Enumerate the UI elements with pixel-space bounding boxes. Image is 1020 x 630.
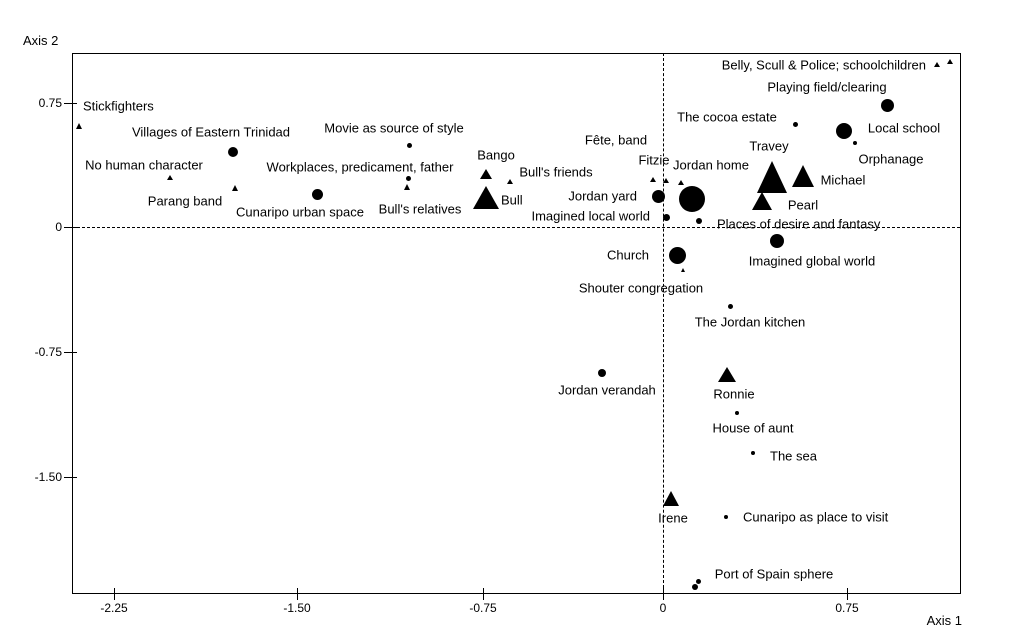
- point-label-orphanage: Orphanage: [858, 151, 924, 167]
- circle-marker-movie-as-source-of-style: [406, 142, 412, 148]
- point-label-imagined-global-world: Imagined global world: [748, 253, 876, 269]
- point-label-bull: Bull: [501, 192, 523, 208]
- y-axis-tick-label: -1.50: [34, 470, 62, 484]
- y-zero-reference-line: [72, 227, 960, 228]
- y-axis-tick: [64, 477, 77, 478]
- triangle-marker-point: [678, 179, 684, 185]
- point-label-no-human-character: No human character: [85, 157, 203, 173]
- point-label-parang-band: Parang band: [147, 193, 223, 209]
- triangle-marker-fitzie: [663, 177, 669, 183]
- y-axis-tick: [64, 103, 77, 104]
- point-label-bull-s-relatives: Bull's relatives: [378, 201, 462, 217]
- point-label-playing-field-clearing: Playing field/clearing: [767, 79, 887, 95]
- circle-marker-the-sea: [751, 451, 755, 455]
- point-label-imagined-local-world: Imagined local world: [531, 208, 650, 224]
- triangle-marker-travey: [757, 161, 787, 193]
- point-label-jordan-home: Jordan home: [673, 157, 749, 173]
- circle-marker-jordan-yard: [651, 189, 665, 203]
- x-axis-tick: [847, 588, 848, 600]
- point-label-places-of-desire-and-fantasy: Places of desire and fantasy: [717, 216, 881, 232]
- circle-marker-cunaripo-urban-space: [311, 188, 323, 200]
- circle-marker-the-jordan-kitchen: [727, 303, 733, 309]
- y-axis-tick: [64, 352, 77, 353]
- circle-marker-workplaces-predicament-father: [405, 175, 411, 181]
- plot-area: [72, 53, 961, 594]
- point-label-workplaces-predicament-father: Workplaces, predicament, father: [266, 159, 454, 175]
- circle-marker-jordan-home: [679, 186, 705, 212]
- circle-marker-orphanage: [853, 141, 857, 145]
- triangle-marker-ronnie: [718, 366, 736, 382]
- y-axis-tick-label: 0: [55, 220, 62, 234]
- circle-marker-playing-field-clearing: [880, 98, 894, 112]
- x-axis-title: Axis 1: [926, 613, 962, 628]
- x-axis-tick: [483, 588, 484, 600]
- y-axis-tick: [64, 227, 77, 228]
- point-label-irene: Irene: [658, 510, 688, 526]
- triangle-marker-michael: [792, 165, 814, 187]
- circle-marker-cunaripo-as-place-to-visit: [724, 515, 728, 519]
- triangle-marker-f-te-band: [650, 176, 656, 182]
- point-label-bango: Bango: [477, 147, 515, 163]
- circle-marker-imagined-local-world: [662, 213, 670, 221]
- circle-marker-villages-of-eastern-trinidad: [228, 147, 238, 157]
- triangle-marker-no-human-character: [167, 174, 173, 180]
- circle-marker-point: [692, 584, 698, 590]
- point-label-pearl: Pearl: [787, 197, 819, 213]
- triangle-marker-irene: [662, 490, 679, 506]
- triangle-marker-parang-band: [231, 185, 238, 191]
- x-axis-tick: [114, 588, 115, 600]
- triangle-marker-bull-s-friends: [507, 178, 513, 184]
- point-label-travey: Travey: [749, 138, 789, 154]
- triangle-marker-shouter-congregation: [680, 268, 685, 272]
- x-axis-tick-label: 0.75: [835, 601, 859, 615]
- x-axis-tick-label: 0: [659, 601, 667, 615]
- point-label-bull-s-friends: Bull's friends: [519, 164, 593, 180]
- x-axis-tick-label: -2.25: [100, 601, 128, 615]
- point-label-the-jordan-kitchen: The Jordan kitchen: [694, 314, 806, 330]
- point-label-michael: Michael: [820, 172, 866, 188]
- circle-marker-places-of-desire-and-fantasy: [696, 218, 702, 224]
- circle-marker-local-school: [836, 123, 852, 139]
- circle-marker-imagined-global-world: [770, 234, 784, 248]
- point-label-house-of-aunt: House of aunt: [712, 420, 794, 436]
- triangle-marker-belly-scull-police-schoolchildren: [934, 61, 940, 67]
- point-label-f-te-band: Fête, band: [584, 132, 648, 148]
- triangle-marker-bull: [473, 185, 499, 209]
- triangle-marker-pearl: [752, 192, 772, 210]
- point-label-the-sea: The sea: [770, 448, 817, 464]
- point-label-belly-scull-police-schoolchildren: Belly, Scull & Police; schoolchildren: [721, 57, 926, 73]
- point-label-jordan-verandah: Jordan verandah: [558, 382, 656, 398]
- triangle-marker-bango: [480, 169, 492, 179]
- point-label-shouter-congregation: Shouter congregation: [578, 280, 704, 296]
- x-axis-tick-label: -0.75: [469, 601, 497, 615]
- circle-marker-the-cocoa-estate: [792, 121, 798, 127]
- x-axis-tick-label: -1.50: [283, 601, 311, 615]
- circle-marker-port-of-spain-sphere: [695, 578, 701, 584]
- point-label-cunaripo-as-place-to-visit: Cunaripo as place to visit: [743, 509, 889, 525]
- point-label-movie-as-source-of-style: Movie as source of style: [324, 120, 464, 136]
- point-label-cunaripo-urban-space: Cunaripo urban space: [236, 204, 364, 220]
- point-label-the-cocoa-estate: The cocoa estate: [677, 109, 777, 125]
- point-label-local-school: Local school: [867, 120, 941, 136]
- point-label-port-of-spain-sphere: Port of Spain sphere: [714, 566, 834, 582]
- x-zero-reference-line: [663, 53, 664, 593]
- triangle-marker-point: [947, 58, 953, 64]
- x-axis-tick: [663, 588, 664, 600]
- y-axis-title: Axis 2: [23, 33, 59, 48]
- point-label-jordan-yard: Jordan yard: [568, 188, 637, 204]
- triangle-marker-bull-s-relatives: [403, 184, 410, 190]
- point-label-ronnie: Ronnie: [713, 386, 755, 402]
- circle-marker-church: [668, 246, 686, 264]
- point-label-stickfighters: Stickfighters: [83, 98, 154, 114]
- triangle-marker-stickfighters: [75, 123, 82, 129]
- x-axis-tick: [297, 588, 298, 600]
- point-label-fitzie: Fitzie: [638, 152, 670, 168]
- point-label-church: Church: [607, 247, 649, 263]
- y-axis-tick-label: 0.75: [38, 96, 62, 110]
- y-axis-tick-label: -0.75: [34, 345, 62, 359]
- point-label-villages-of-eastern-trinidad: Villages of Eastern Trinidad: [131, 124, 291, 140]
- circle-marker-house-of-aunt: [735, 411, 739, 415]
- circle-marker-jordan-verandah: [598, 369, 606, 377]
